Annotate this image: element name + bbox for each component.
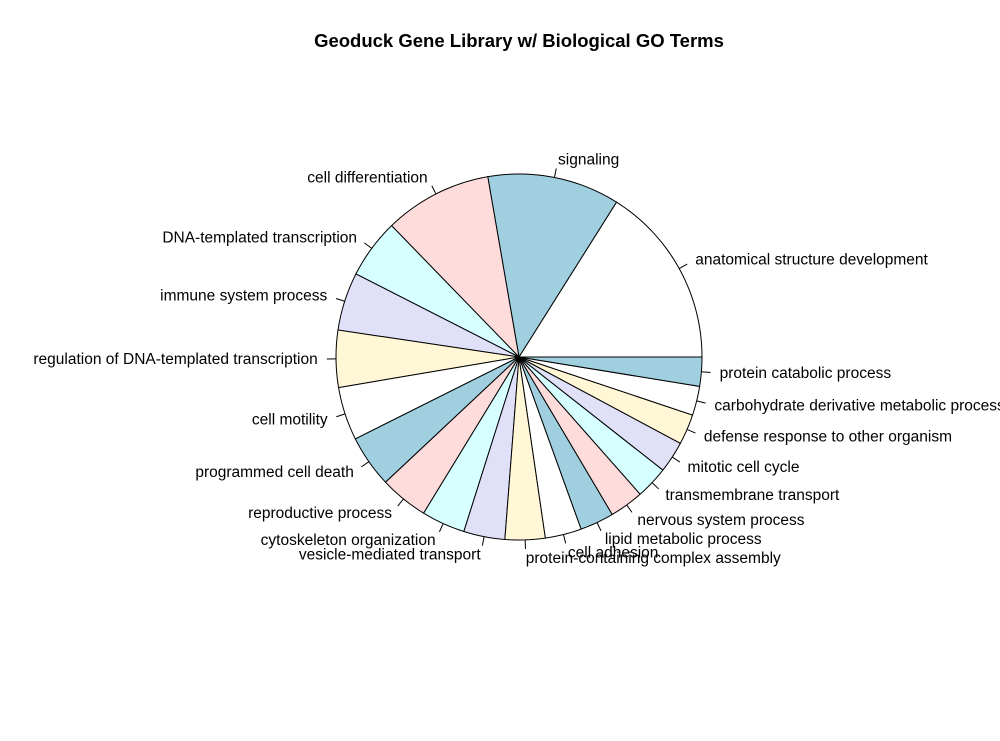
label-tick: [697, 401, 706, 403]
label-tick: [652, 483, 659, 489]
label-tick: [563, 535, 565, 544]
label-tick: [554, 168, 556, 177]
label-tick: [597, 523, 601, 531]
label-tick: [439, 524, 443, 532]
label-tick: [701, 372, 710, 373]
slice-label: defense response to other organism: [704, 429, 952, 446]
label-tick: [687, 429, 695, 433]
label-tick: [398, 499, 404, 506]
chart-title: Geoduck Gene Library w/ Biological GO Te…: [314, 30, 724, 51]
label-tick: [672, 457, 680, 462]
slice-label: nervous system process: [637, 512, 804, 529]
label-tick: [679, 264, 687, 268]
slice-label: protein catabolic process: [720, 365, 892, 382]
slice-label: anatomical structure development: [695, 252, 928, 269]
slice-label: lipid metabolic process: [605, 531, 762, 548]
slice-label: cell differentiation: [307, 170, 427, 187]
label-tick: [482, 537, 484, 546]
label-tick: [361, 462, 369, 467]
slice-label: transmembrane transport: [665, 487, 840, 504]
label-tick: [432, 186, 436, 194]
slice-label: carbohydrate derivative metabolic proces…: [714, 397, 1000, 414]
slice-label: signaling: [558, 152, 619, 169]
slice-label: vesicle-mediated transport: [299, 547, 481, 564]
label-tick: [336, 298, 345, 301]
pie-slices: [336, 174, 702, 540]
label-tick: [364, 243, 371, 248]
slice-label: cell motility: [252, 412, 328, 429]
slice-label: reproductive process: [248, 505, 392, 522]
slice-label: DNA-templated transcription: [162, 229, 357, 246]
label-tick: [627, 505, 632, 512]
slice-label: programmed cell death: [195, 464, 354, 481]
slice-label: mitotic cell cycle: [688, 459, 800, 476]
slice-label: regulation of DNA-templated transcriptio…: [33, 351, 317, 368]
slice-label: immune system process: [160, 288, 327, 305]
label-tick: [336, 414, 345, 417]
